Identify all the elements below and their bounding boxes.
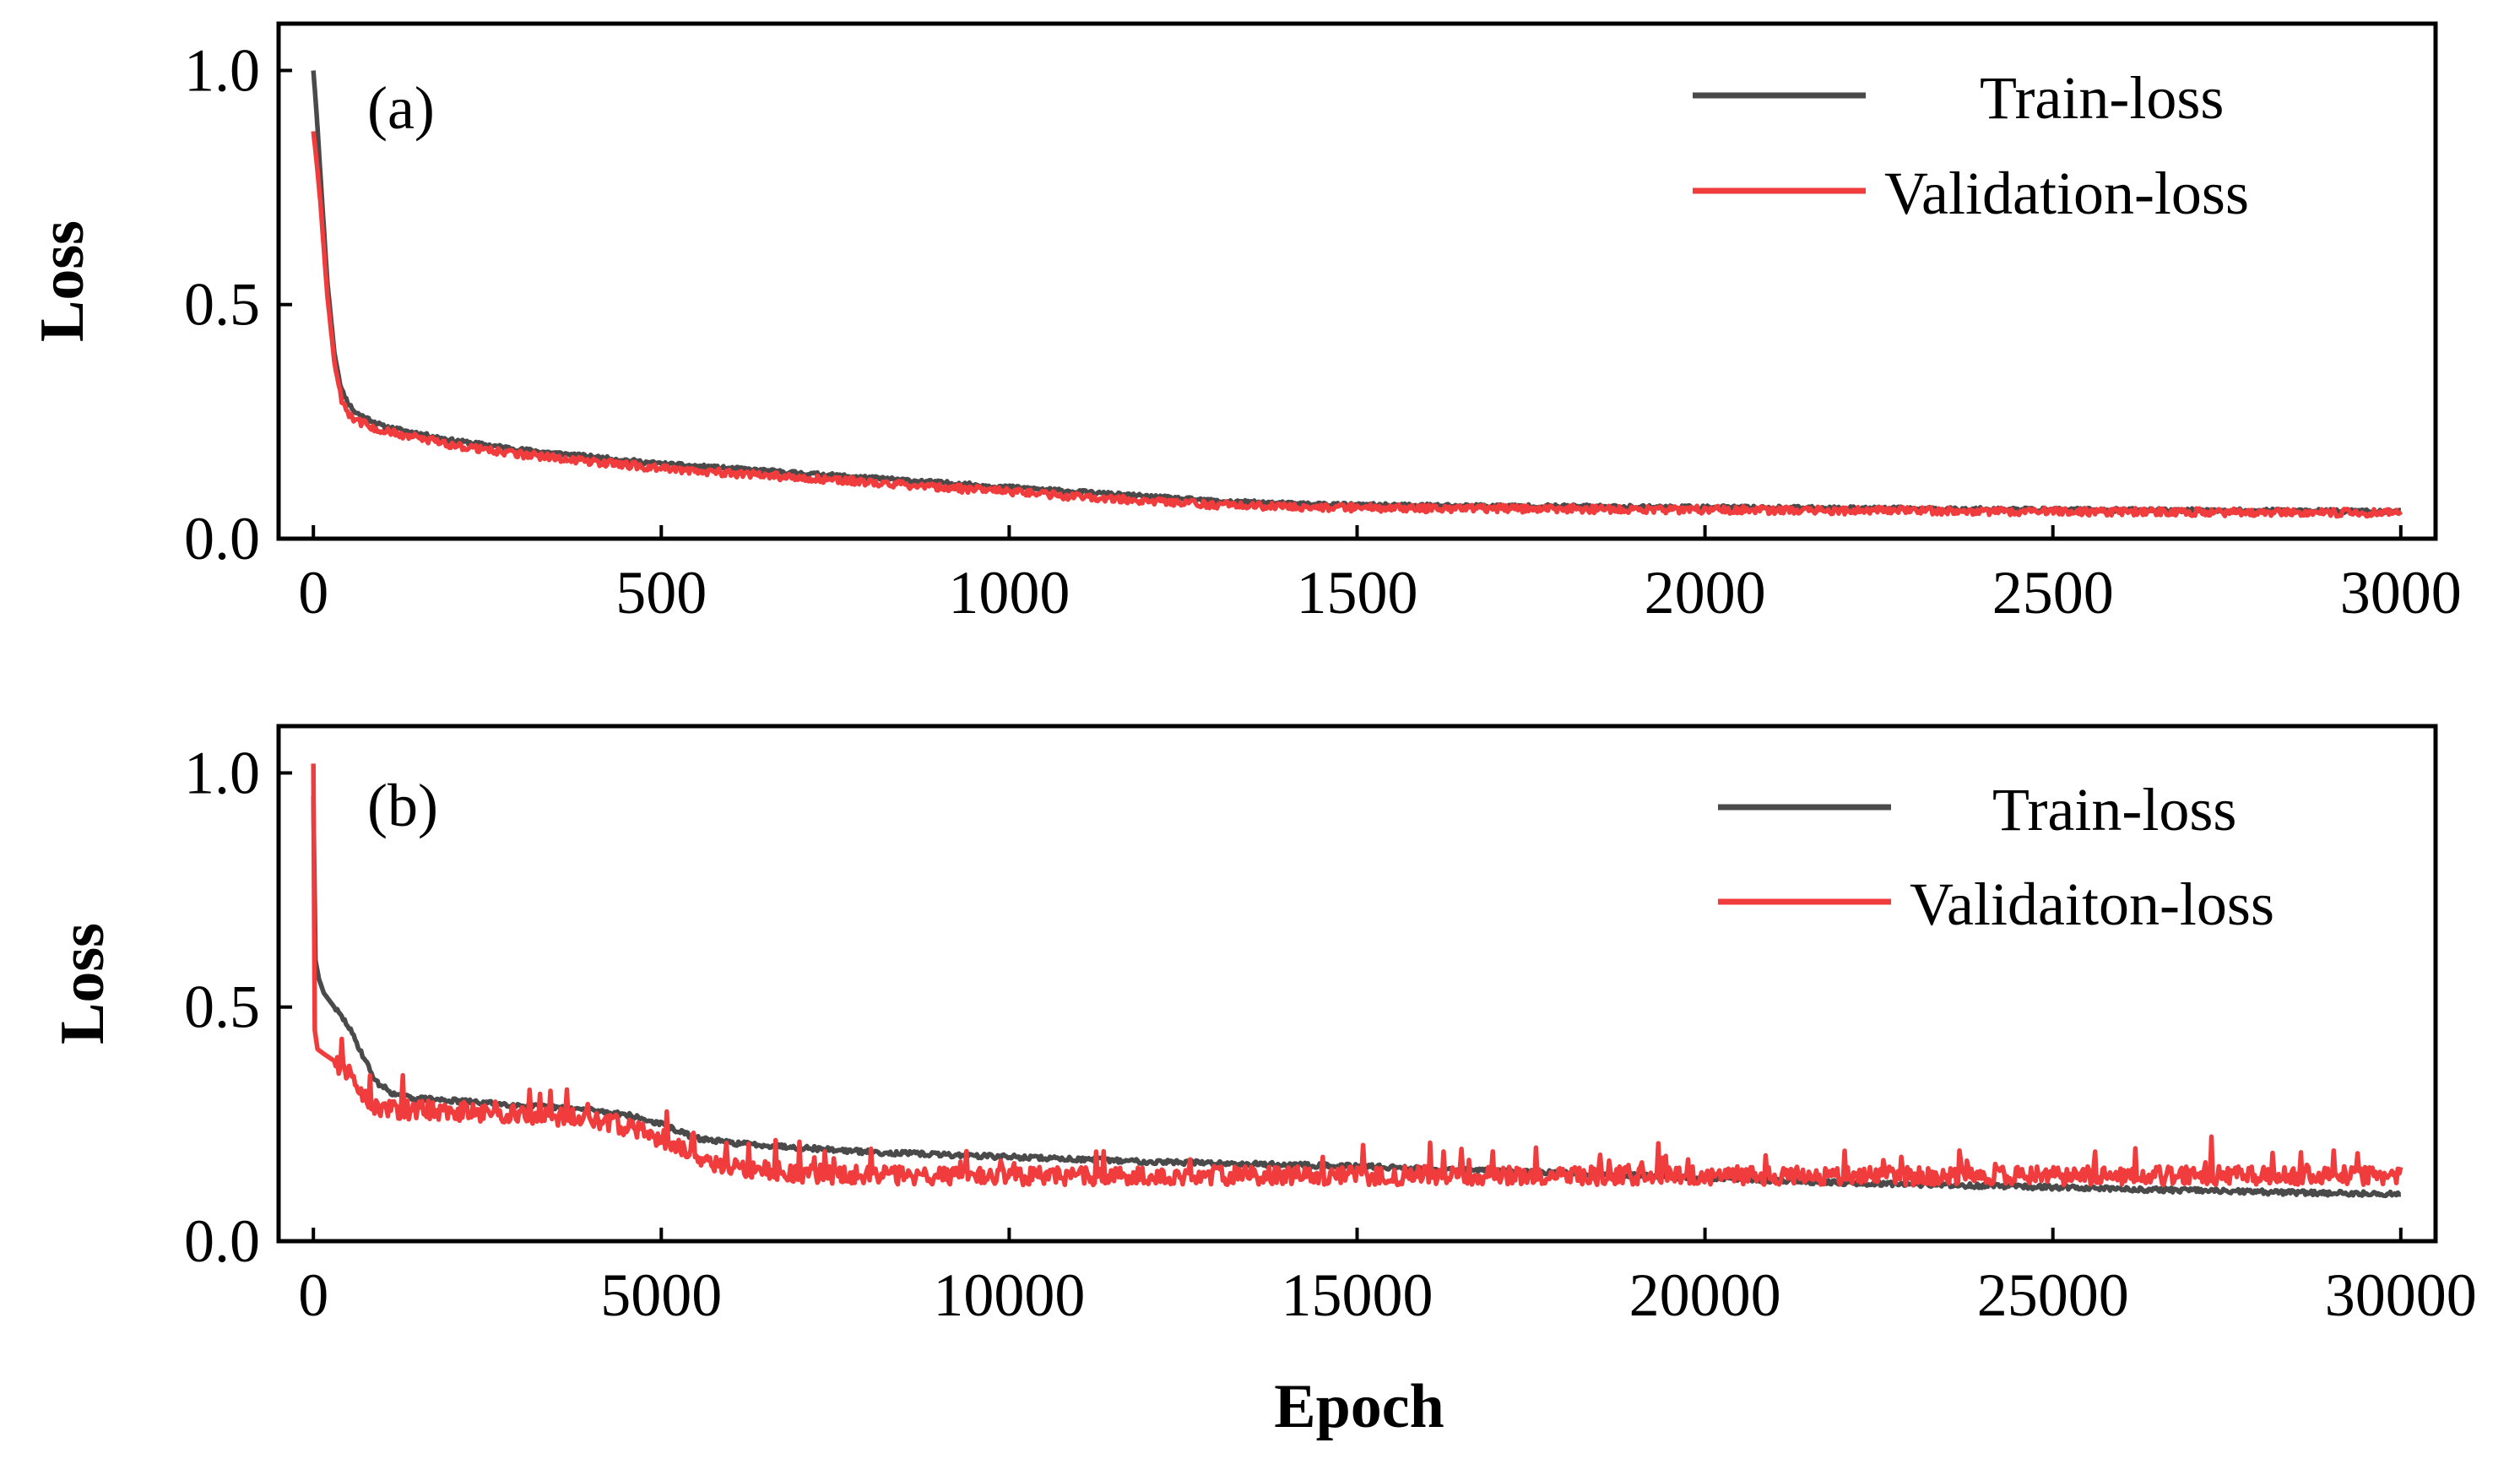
panel-b-ytick-label: 1.0 [184,739,260,806]
panel-a-label: (a) [367,74,435,142]
panel-b-xtick-label: 5000 [600,1261,722,1329]
panel-b-xtick-label: 20000 [1629,1261,1781,1329]
plot-a-lines [311,70,2403,519]
panel-a-xtick-label: 1500 [1297,559,1418,626]
panel-b-ytick-label: 0.5 [184,974,260,1041]
panel-a-ylabel: Loss [28,220,97,342]
panel-b-xtick-label: 30000 [2325,1261,2477,1329]
legend-b-train-label: Train-loss [1992,776,2236,843]
panel-b-ylabel: Loss [48,923,117,1044]
panel-b-legend: Train-loss Validaiton-loss [1718,776,2274,938]
x-axis-title: Epoch [1274,1372,1444,1441]
panel-b-label: (b) [367,772,438,839]
panel-a-ytick-label: 0.5 [184,271,260,339]
panel-b-series-validation-line [311,763,2403,1188]
panel-a-ytick-label: 0.0 [184,505,260,572]
panel-b-xtick-label: 10000 [933,1261,1085,1329]
panel-a-ticks: 0 500 1000 1500 2000 2500 3000 0.0 0.5 1.0 [184,36,2462,626]
panel-a-xtick-label: 1000 [948,559,1070,626]
panel-a: 0 500 1000 1500 2000 2500 3000 0.0 0.5 1.0 (a) Lo… [28,21,2462,626]
panel-a-ytick-label: 1.0 [184,36,260,104]
legend-a-validation-label: Validation-loss [1884,160,2249,227]
panel-b-xtick-label: 0 [298,1261,328,1329]
panel-a-xtick-label: 2000 [1645,559,1766,626]
panel-a-xtick-label: 3000 [2340,559,2462,626]
panel-a-xtick-label: 0 [298,559,328,626]
panel-a-xtick-label: 500 [615,559,707,626]
panel-b: 0 5000 10000 15000 20000 25000 300000.00.51.0 … [48,724,2477,1329]
plot-b-lines [311,763,2403,1199]
panel-a-series-validation-line [311,131,2403,519]
panel-b-ytick-label: 0.0 [184,1207,260,1275]
panel-b-xtick-label: 15000 [1282,1261,1433,1329]
panel-a-legend: Train-loss Validation-loss [1693,64,2249,227]
panel-b-ticks: 0 5000 10000 15000 20000 25000 30000 0.0 0.5 1.0 [184,739,2477,1329]
panel-b-xtick-label: 25000 [1977,1261,2129,1329]
legend-a-train-label: Train-loss [1980,64,2224,132]
legend-b-validation-label: Validaiton-loss [1910,871,2274,938]
panel-a-xtick-label: 2500 [1992,559,2114,626]
